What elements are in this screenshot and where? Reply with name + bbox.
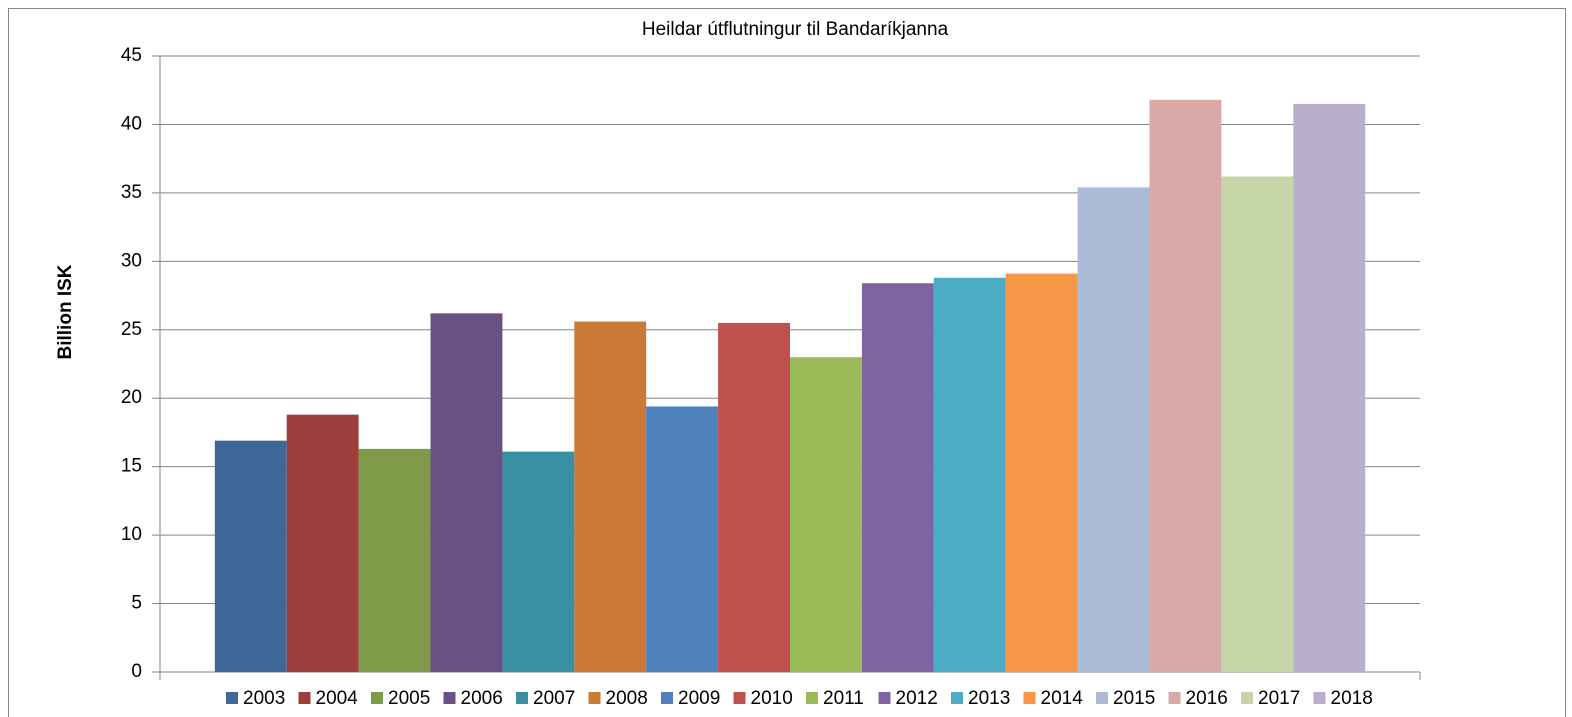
legend-label: 2018 [1331,688,1373,709]
bar [574,321,647,672]
legend-swatch [226,692,238,704]
legend-label: 2014 [1041,688,1084,709]
legend-label: 2006 [461,688,503,709]
bar [646,406,719,672]
legend-swatch [1241,692,1253,704]
legend-label: 2008 [606,688,648,709]
bar [1221,176,1294,672]
bar [1005,273,1078,672]
legend-label: 2010 [751,688,793,709]
legend-swatch [951,692,963,704]
legend-swatch [443,692,456,704]
y-tick-label: 45 [121,45,142,66]
legend-swatch [588,692,601,704]
bar [790,357,862,672]
legend-swatch [516,692,528,704]
legend-swatch [661,692,673,704]
legend-label: 2004 [316,688,359,709]
legend-swatch [1168,692,1181,704]
legend-label: 2015 [1113,688,1155,709]
legend-label: 2012 [896,688,938,709]
bar [430,313,503,672]
legend-label: 2005 [388,688,430,709]
bar [1077,187,1150,672]
bar [502,451,575,672]
y-tick-label: 5 [131,593,142,614]
bar [1293,103,1366,672]
chart-title: Heildar útflutningur til Bandaríkjanna [642,19,949,40]
legend-swatch [1096,692,1108,704]
legend-label: 2009 [678,688,720,709]
legend-swatch [733,692,746,704]
bar [214,440,287,672]
y-tick-label: 35 [121,182,142,203]
y-axis-label: Billion ISK [55,264,76,359]
legend-swatch [806,692,818,704]
y-tick-label: 15 [121,456,142,477]
y-tick-label: 20 [121,387,142,408]
bar [861,283,934,672]
legend-swatch [1023,692,1036,704]
bar [1149,99,1222,672]
legend-swatch [298,692,311,704]
y-tick-label: 0 [131,661,142,682]
legend-label: 2003 [243,688,285,709]
legend-label: 2007 [533,688,575,709]
bar [718,322,790,672]
y-tick-label: 25 [121,319,142,340]
y-tick-label: 40 [121,113,142,134]
y-tick-label: 30 [121,250,142,271]
legend-label: 2017 [1258,688,1300,709]
legend-swatch [1313,692,1326,704]
legend-label: 2016 [1186,688,1228,709]
legend-label: 2013 [968,688,1010,709]
bar [286,414,359,672]
legend-label: 2011 [823,688,864,709]
y-tick-label: 10 [121,524,142,545]
legend-swatch [371,692,383,704]
bar [358,448,431,672]
bar [933,277,1006,672]
legend-swatch [878,692,891,704]
